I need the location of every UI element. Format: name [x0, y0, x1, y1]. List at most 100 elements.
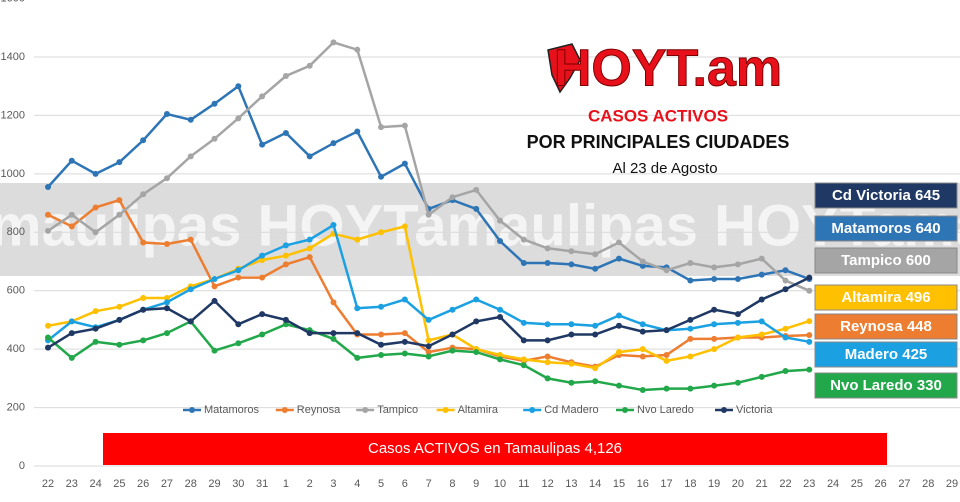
data-point	[782, 277, 789, 284]
annotation-box	[814, 215, 958, 242]
data-point	[568, 360, 575, 367]
x-tick-label: 30	[232, 478, 244, 490]
data-point	[259, 252, 266, 259]
annotation-box	[814, 182, 958, 209]
data-point	[639, 346, 646, 353]
data-point	[211, 283, 218, 290]
total-banner-box	[103, 433, 887, 465]
data-point	[544, 375, 551, 382]
data-point	[330, 39, 337, 46]
data-point	[92, 229, 99, 236]
annotation-label: Nvo Laredo 330	[830, 377, 942, 394]
data-point	[116, 341, 123, 348]
data-point	[734, 334, 741, 341]
data-point	[330, 299, 337, 306]
data-point	[639, 387, 646, 394]
data-point	[449, 306, 456, 313]
data-point	[306, 254, 313, 261]
annotation-box	[814, 284, 958, 311]
data-point	[116, 316, 123, 323]
data-point	[449, 331, 456, 338]
data-point	[473, 318, 480, 325]
data-point	[211, 135, 218, 142]
data-point	[116, 303, 123, 310]
data-point	[639, 321, 646, 328]
x-tick-label: 2	[307, 478, 313, 490]
data-point	[68, 157, 75, 164]
annotation-label: Cd Victoria 645	[832, 187, 940, 204]
legend-label: Cd Madero	[544, 404, 598, 416]
annotation-label: Altamira 496	[841, 289, 930, 306]
data-point	[615, 239, 622, 246]
legend-marker	[622, 407, 628, 413]
x-tick-label: 4	[354, 478, 360, 490]
data-point	[544, 245, 551, 252]
x-tick-label: 20	[732, 478, 744, 490]
data-point	[235, 274, 242, 281]
data-point	[782, 325, 789, 332]
data-point	[354, 330, 361, 337]
legend-label: Matamoros	[204, 404, 260, 416]
data-point	[687, 385, 694, 392]
data-point	[68, 211, 75, 218]
data-point	[282, 252, 289, 259]
x-tick-label: 28	[185, 478, 197, 490]
data-point	[568, 248, 575, 255]
data-point	[568, 321, 575, 328]
data-point	[235, 321, 242, 328]
data-point	[116, 211, 123, 218]
data-point	[497, 217, 504, 224]
annotation-label: Tampico 600	[841, 252, 931, 269]
x-tick-label: 13	[565, 478, 577, 490]
data-point	[449, 347, 456, 354]
data-point	[544, 321, 551, 328]
watermark: maulipas HOYTamaulipas HOYTamaulipas	[0, 193, 960, 258]
data-point	[711, 382, 718, 389]
data-point	[45, 227, 51, 234]
data-point	[163, 240, 170, 247]
x-tick-label: 31	[256, 478, 268, 490]
date-note: Al 23 de Agosto	[612, 160, 717, 177]
data-point	[615, 349, 622, 356]
data-point	[782, 368, 789, 375]
x-tick-label: 19	[708, 478, 720, 490]
data-point	[734, 261, 741, 268]
data-point	[425, 343, 432, 350]
data-point	[330, 221, 337, 228]
data-point	[663, 327, 670, 334]
data-point	[592, 365, 599, 372]
data-point	[592, 331, 599, 338]
x-tick-label: 24	[89, 478, 101, 490]
data-point	[187, 116, 194, 123]
data-point	[615, 312, 622, 319]
data-point	[116, 197, 123, 204]
data-point	[425, 349, 432, 356]
data-point	[140, 137, 147, 144]
annotation-label: Reynosa 448	[840, 318, 932, 335]
data-point	[306, 62, 313, 69]
data-point	[806, 274, 813, 281]
x-tick-label: 14	[589, 478, 601, 490]
x-tick-label: 9	[473, 478, 479, 490]
data-point	[544, 337, 551, 344]
legend-label: Altamira	[458, 404, 499, 416]
x-tick-label: 15	[613, 478, 625, 490]
data-point	[187, 286, 194, 293]
y-tick-label: 400	[7, 343, 25, 355]
data-point	[401, 330, 408, 337]
data-point	[497, 238, 504, 245]
data-point	[259, 311, 266, 318]
x-tick-label: 27	[161, 478, 173, 490]
data-point	[378, 124, 385, 131]
y-tick-label: 0	[19, 460, 25, 472]
data-point	[259, 274, 266, 281]
data-point	[615, 322, 622, 329]
data-point	[378, 331, 385, 338]
data-point	[520, 236, 527, 243]
x-tick-label: 26	[137, 478, 149, 490]
data-point	[45, 334, 51, 341]
total-banner: Casos ACTIVOS en Tamaulipas 4,126	[368, 440, 622, 457]
data-point	[639, 353, 646, 360]
data-point	[425, 353, 432, 360]
x-tick-label: 18	[684, 478, 696, 490]
